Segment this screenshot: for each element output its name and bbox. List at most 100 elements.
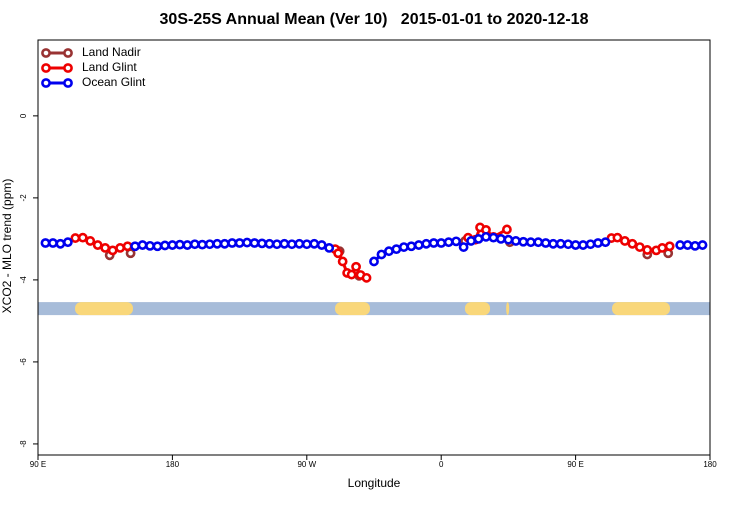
data-point	[212, 238, 223, 249]
data-point	[219, 238, 230, 249]
data-point	[92, 240, 103, 250]
data-point	[502, 224, 512, 235]
data-point	[160, 240, 170, 251]
data-point	[675, 240, 686, 250]
land-band	[612, 302, 670, 316]
legend-label: Land Nadir	[82, 45, 141, 59]
plot-frame	[37, 39, 711, 456]
data-point	[301, 239, 312, 250]
data-point	[421, 238, 432, 249]
data-point	[473, 233, 484, 244]
data-point	[182, 240, 193, 250]
y-tick-label: -4	[19, 276, 28, 284]
data-point	[115, 243, 126, 253]
land-band	[335, 302, 370, 316]
y-tick-label: -2	[19, 194, 28, 202]
data-point	[107, 245, 118, 256]
data-point	[100, 243, 111, 253]
data-point	[510, 236, 521, 246]
data-point	[451, 236, 462, 247]
legend-marker	[41, 78, 51, 88]
x-axis-label: Longitude	[348, 476, 401, 490]
data-point	[682, 240, 693, 250]
y-tick-label: -8	[19, 440, 28, 448]
x-tick-label: 180	[703, 460, 717, 469]
data-point	[384, 246, 394, 257]
legend-marker	[63, 78, 73, 88]
y-tick-label: -6	[19, 358, 28, 366]
data-point	[525, 237, 536, 248]
data-point	[619, 236, 630, 246]
data-point	[361, 272, 372, 283]
x-tick-label: 90 E	[30, 460, 46, 469]
x-tick-label: 180	[166, 460, 180, 469]
data-point	[40, 238, 51, 248]
data-point	[563, 239, 574, 250]
data-point	[466, 236, 476, 246]
data-point	[697, 240, 708, 250]
data-point	[242, 237, 252, 248]
data-point	[70, 233, 81, 243]
data-point	[481, 231, 491, 242]
data-point	[316, 240, 327, 250]
data-point	[234, 238, 245, 248]
data-point	[540, 238, 551, 248]
data-point	[279, 238, 290, 249]
data-point	[249, 238, 260, 248]
data-point	[398, 242, 409, 252]
data-point	[48, 238, 58, 248]
data-point	[257, 238, 267, 249]
data-point	[324, 243, 335, 253]
data-point	[189, 239, 200, 250]
legend-marker	[41, 48, 51, 58]
data-point	[413, 240, 424, 250]
data-point	[548, 238, 559, 249]
data-point	[369, 256, 379, 267]
data-point	[137, 240, 148, 250]
data-point	[197, 239, 208, 250]
data-point	[555, 238, 566, 249]
data-point	[337, 256, 348, 267]
data-point	[333, 248, 344, 259]
data-point	[376, 249, 387, 260]
data-point	[272, 239, 282, 250]
data-point	[458, 242, 469, 252]
x-tick-label: 0	[439, 460, 444, 469]
data-point	[642, 245, 653, 255]
x-tick-label: 90 E	[567, 460, 583, 469]
data-point	[503, 234, 514, 245]
ocean-band	[38, 302, 710, 316]
data-point	[227, 238, 238, 248]
data-point	[174, 239, 185, 250]
x-tick-label: 90 W	[297, 460, 316, 469]
data-point	[204, 239, 215, 250]
data-point	[627, 238, 638, 249]
data-point	[518, 236, 529, 247]
data-point	[496, 233, 506, 244]
data-point	[346, 269, 357, 280]
data-point	[55, 238, 66, 249]
data-point	[600, 237, 611, 248]
chart-title: 30S-25S Annual Mean (Ver 10) 2015-01-01 …	[160, 11, 589, 28]
data-point	[612, 232, 623, 243]
data-point	[294, 238, 305, 249]
data-point	[443, 237, 454, 248]
y-axis-label: XCO2 - MLO trend (ppm)	[0, 179, 14, 314]
data-point	[585, 239, 596, 250]
legend-marker	[63, 63, 73, 73]
data-point	[309, 238, 320, 249]
data-point	[436, 238, 447, 248]
data-point	[167, 240, 178, 250]
data-point	[488, 232, 499, 243]
legend-marker	[63, 48, 73, 58]
land-band	[506, 302, 510, 316]
land-band	[464, 302, 491, 316]
data-point	[570, 240, 581, 250]
data-point	[593, 238, 603, 248]
legend-label: Land Glint	[82, 60, 137, 74]
data-point	[634, 242, 645, 252]
legend-label: Ocean Glint	[82, 75, 146, 89]
data-point	[578, 240, 588, 250]
data-point	[657, 243, 668, 253]
data-point	[62, 237, 73, 248]
